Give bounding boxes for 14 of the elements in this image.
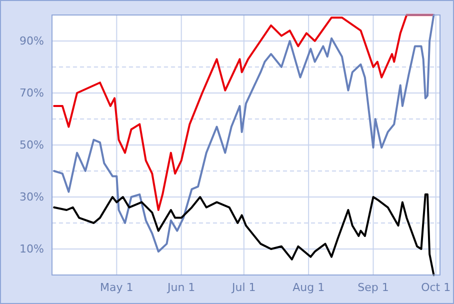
y-tick-label: 70% [20,86,44,100]
y-tick-label: 50% [20,138,44,152]
x-tick-label: Sep 1 [358,280,389,294]
line-series [53,193,435,276]
line-series [53,14,435,253]
y-tick-label: 10% [20,242,44,256]
x-tick-label: Oct 1 [421,280,451,294]
x-tick-label: Jun 1 [166,280,196,294]
y-tick-label: 30% [20,190,44,204]
y-tick-label: 90% [20,34,44,48]
x-tick-label: Aug 1 [292,280,325,294]
line-series [53,14,435,211]
x-tick-label: May 1 [100,280,134,294]
x-tick-label: Jul 1 [231,280,256,294]
